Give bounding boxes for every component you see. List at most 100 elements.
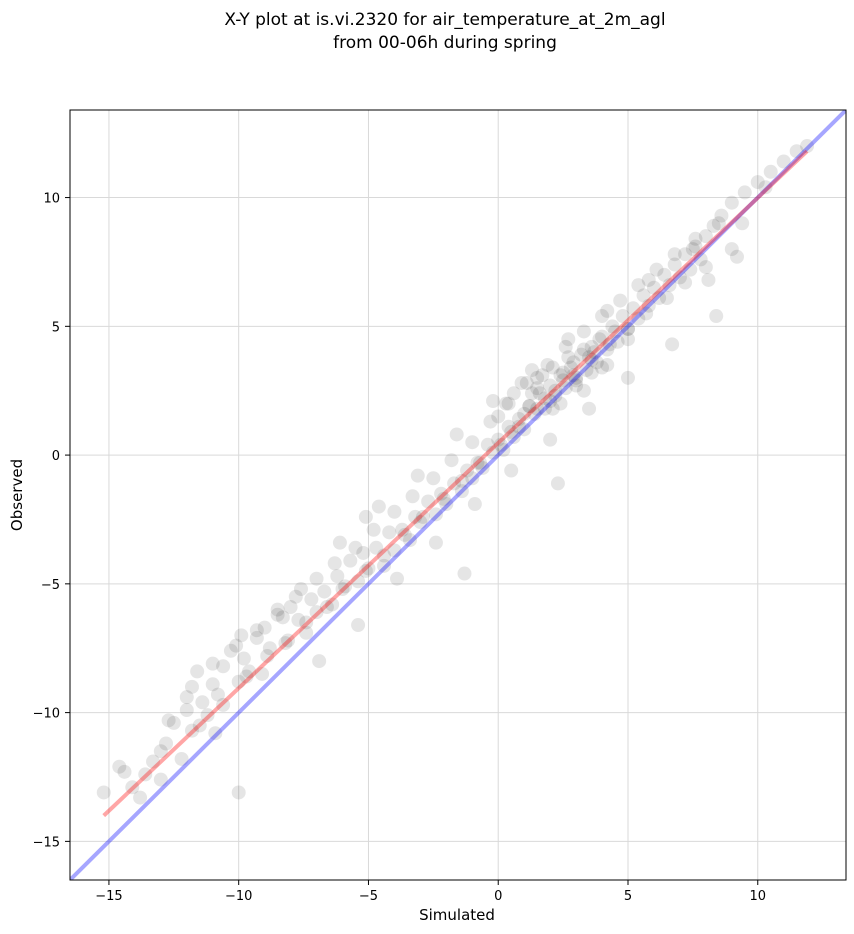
data-point [249,623,264,638]
data-point [467,497,482,512]
data-point [278,636,293,651]
data-point [561,332,576,347]
data-point [236,651,251,666]
data-point [750,175,765,190]
data-point [522,399,537,414]
data-point [338,579,353,594]
data-point [480,437,495,452]
identity-line [70,110,846,880]
data-point [511,412,526,427]
data-point [327,556,342,571]
data-point [291,612,306,627]
data-point [576,383,591,398]
data-point [685,242,700,257]
data-point [184,679,199,694]
data-point [395,522,410,537]
data-point [117,764,132,779]
x-tick-label: −10 [225,889,252,904]
data-point [133,790,148,805]
data-point [569,378,584,393]
data-point [511,419,526,434]
data-point [428,535,443,550]
data-point [524,363,539,378]
data-point [608,324,623,339]
data-point [600,303,615,318]
chart-title-line-2: from 00-06h during spring [333,33,557,53]
data-point [475,460,490,475]
data-point [501,396,516,411]
data-point [413,515,428,530]
data-point [506,386,521,401]
data-point [361,561,376,576]
data-point [605,319,620,334]
data-point [496,442,511,457]
data-point [688,239,703,254]
data-point [543,378,558,393]
data-point [309,605,324,620]
data-point [454,473,469,488]
data-point [439,497,454,512]
data-point [112,759,127,774]
y-axis-ticks: −15 −10 −5 0 5 10 [33,192,70,850]
data-point [465,471,480,486]
data-point [405,489,420,504]
data-point [179,703,194,718]
data-point [184,723,199,738]
data-point [387,543,402,558]
data-point [138,767,153,782]
data-point [146,754,161,769]
plot-frame [69,109,847,881]
x-tick-label: −15 [95,889,122,904]
data-point [548,388,563,403]
x-tick-label: 5 [624,889,632,904]
data-point [288,589,303,604]
data-point [667,257,682,272]
data-point [257,620,272,635]
data-point [569,373,584,388]
data-point [486,394,501,409]
data-point [270,602,285,617]
data-point [678,275,693,290]
x-axis-label: Simulated [419,906,495,924]
chart-title-line-1: X-Y plot at is.vi.2320 for air_temperatu… [224,10,665,30]
data-point [584,365,599,380]
data-point [499,396,514,411]
data-point [358,509,373,524]
data-point [735,216,750,231]
data-point [410,468,425,483]
data-point [527,406,542,421]
x-tick-label: 0 [494,889,502,904]
y-tick-label: −10 [33,707,60,722]
data-point [595,329,610,344]
data-point [293,581,308,596]
data-point [574,347,589,362]
data-point [558,339,573,354]
data-point [566,368,581,383]
data-point [332,535,347,550]
data-point [589,355,604,370]
data-point [501,419,516,434]
data-point [426,471,441,486]
data-point [693,252,708,267]
data-point [553,396,568,411]
data-point [556,373,571,388]
data-point [153,744,168,759]
data-point [678,247,693,262]
data-point [351,574,366,589]
data-point [208,726,223,741]
data-point [174,751,189,766]
grid-lines [70,110,846,880]
data-point [486,445,501,460]
data-point [595,309,610,324]
x-axis-ticks: −15 −10 −5 0 5 10 [95,880,766,904]
data-point [377,548,392,563]
data-point [190,664,205,679]
data-point [231,674,246,689]
data-point [96,785,111,800]
data-point [667,247,682,262]
data-point [408,509,423,524]
data-point [701,272,716,287]
data-point [125,780,140,795]
data-point [649,262,664,277]
data-point [460,463,475,478]
